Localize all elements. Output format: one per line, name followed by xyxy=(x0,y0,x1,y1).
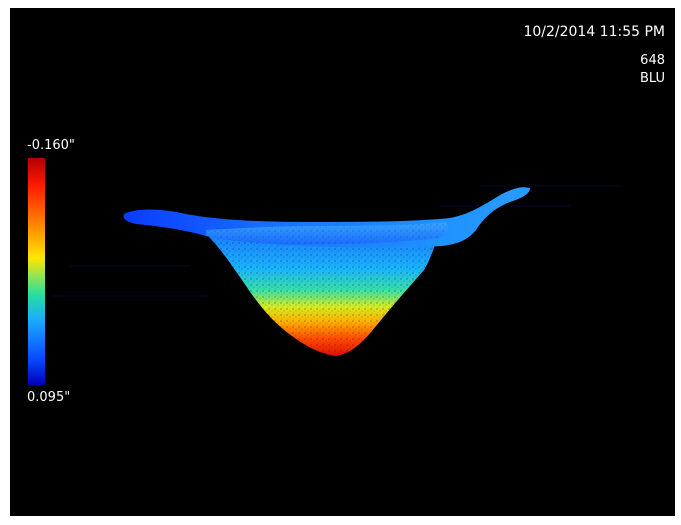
measurement-viewport: 10/2/2014 11:55 PM 648 BLU -0.160" 0.095… xyxy=(10,8,675,516)
probe-tip-label: BLU xyxy=(639,71,665,86)
color-scale-min-label: 0.095" xyxy=(27,390,71,405)
probe-id-label: 648 xyxy=(640,53,665,68)
pit-surface-3d-view[interactable] xyxy=(10,8,675,516)
pit-body-texture xyxy=(206,234,438,356)
scan-lines xyxy=(50,185,620,297)
datetime-label: 10/2/2014 11:55 PM xyxy=(523,24,665,40)
color-scale-max-label: -0.160" xyxy=(27,138,75,153)
depth-color-scale-bar xyxy=(28,158,45,385)
